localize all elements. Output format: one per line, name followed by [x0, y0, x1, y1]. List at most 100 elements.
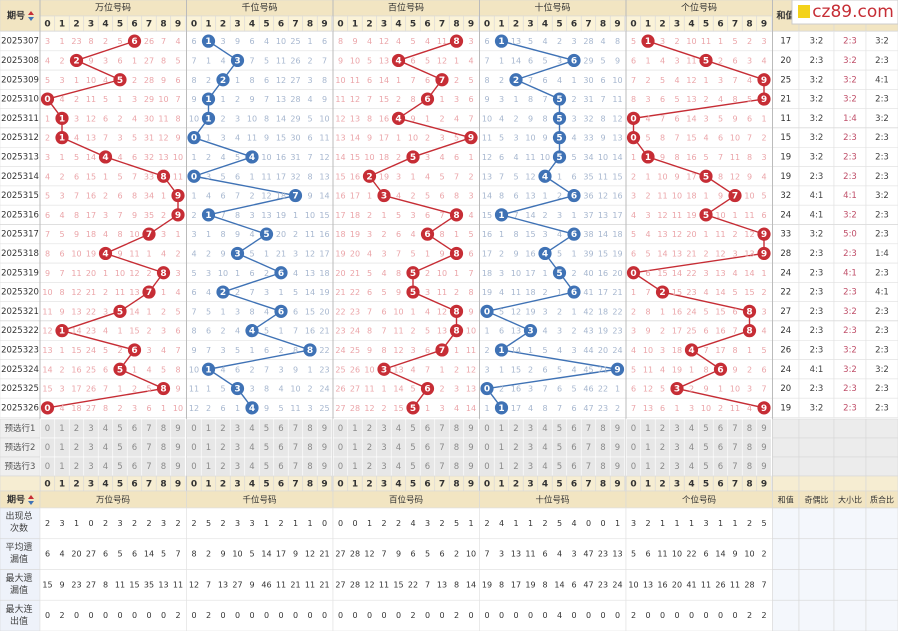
- ball: [55, 131, 69, 145]
- omission-value: 12: [305, 249, 315, 258]
- ball-number: 9: [761, 76, 767, 86]
- omission-value: 8: [264, 385, 269, 394]
- omission-value: 3: [235, 114, 240, 123]
- digit-label: 5: [703, 480, 709, 490]
- preselect-digit: 7: [732, 424, 737, 434]
- digit-label: 4: [542, 480, 548, 490]
- omission-value: 7: [660, 114, 665, 123]
- stat-value: 0: [235, 611, 240, 620]
- odd-even: 4:1: [810, 191, 824, 201]
- stat-cell: [332, 599, 480, 631]
- group-title: 十位号码: [534, 2, 570, 14]
- prime-composite: 2:3: [875, 307, 889, 317]
- period: 2025317: [1, 230, 39, 240]
- digit-label: 0: [44, 480, 50, 490]
- preselect-digit: 9: [615, 462, 620, 472]
- ball: [757, 401, 771, 415]
- preselect-digit: 6: [571, 462, 576, 472]
- ball: [626, 131, 641, 145]
- omission-value: 17: [319, 249, 329, 258]
- ball: [449, 304, 464, 318]
- omission-value: 1: [631, 288, 636, 297]
- ball: [113, 73, 127, 87]
- omission-value: 45: [583, 365, 593, 374]
- digit-label: 6: [424, 20, 430, 30]
- omission-value: 15: [71, 346, 81, 355]
- digit-label: 5: [117, 480, 123, 490]
- digit-label: 3: [527, 20, 533, 30]
- omission-value: 2: [132, 76, 137, 85]
- omission-value: 10: [540, 153, 550, 162]
- preselect-digit: 4: [396, 424, 401, 434]
- omission-value: 3: [747, 385, 752, 394]
- omission-value: 9: [747, 172, 752, 181]
- stat-value: 2: [645, 519, 650, 528]
- omission-value: 9: [542, 134, 547, 143]
- omission-value: 17: [482, 249, 492, 258]
- ball-number: 9: [468, 134, 474, 144]
- digit-label: 4: [249, 20, 255, 30]
- omission-value: 8: [88, 37, 93, 46]
- ball-number: 6: [717, 365, 723, 375]
- omission-value: 22: [335, 307, 345, 316]
- omission-value: 1: [513, 95, 518, 104]
- stat-label-cell: [0, 538, 41, 570]
- stat-cell: [625, 569, 773, 601]
- omission-value: 16: [482, 230, 492, 239]
- preselect-extra: [833, 418, 867, 439]
- omission-value: 5: [468, 230, 473, 239]
- trend-line: [662, 291, 750, 313]
- omission-value: 8: [484, 76, 489, 85]
- omission-value: 20: [86, 269, 96, 278]
- stat-cell: [186, 599, 334, 631]
- omission-value: 1: [396, 134, 401, 143]
- ball-number: 3: [381, 192, 387, 202]
- stat-value: 6: [103, 550, 108, 559]
- omission-value: 4: [175, 37, 180, 46]
- stat-value: 3: [571, 550, 576, 559]
- omission-value: 4: [747, 76, 752, 85]
- ball-number: 9: [614, 365, 620, 375]
- stat-cell: [479, 538, 627, 570]
- preselect-digit: 8: [161, 424, 166, 434]
- omission-value: 10: [466, 327, 476, 336]
- odd-even: 3:2: [810, 114, 824, 124]
- omission-value: 3: [557, 211, 562, 220]
- omission-value: 1: [410, 172, 415, 181]
- omission-value: 1: [499, 56, 504, 65]
- preselect-digit: 4: [249, 424, 254, 434]
- omission-value: 8: [439, 230, 444, 239]
- omission-value: 4: [396, 192, 401, 201]
- stat-value: 12: [364, 580, 374, 589]
- ball: [538, 169, 552, 183]
- omission-value: 9: [513, 249, 518, 258]
- stat-extra: [833, 538, 867, 570]
- omission-value: 15: [86, 172, 96, 181]
- omission-value: 4: [528, 404, 533, 413]
- ball-number: 5: [703, 172, 709, 182]
- prime-composite: 2:3: [875, 326, 889, 336]
- omission-value: 4: [59, 95, 64, 104]
- preselect-digit: 9: [175, 462, 180, 472]
- stat-value: 9: [59, 580, 64, 589]
- preselect-digit: 8: [747, 443, 752, 453]
- omission-value: 24: [335, 346, 345, 355]
- stat-extra: [833, 507, 867, 540]
- stat-value: 0: [439, 611, 444, 620]
- trend-line: [105, 233, 150, 255]
- preselect-digit: 3: [674, 443, 679, 453]
- ball: [641, 150, 655, 164]
- ball: [156, 169, 171, 183]
- ball: [494, 208, 509, 222]
- stat-extra: [798, 569, 835, 601]
- omission-value: 7: [513, 211, 518, 220]
- omission-value: 12: [276, 76, 286, 85]
- omission-value: 11: [482, 134, 492, 143]
- omission-value: 28: [350, 404, 360, 413]
- odd-even: 2:3: [810, 56, 824, 66]
- stat-value: 2: [59, 611, 64, 620]
- omission-value: 17: [276, 172, 286, 181]
- odd-even: 3:2: [810, 133, 824, 143]
- omission-value: 8: [103, 404, 108, 413]
- omission-value: 6: [396, 230, 401, 239]
